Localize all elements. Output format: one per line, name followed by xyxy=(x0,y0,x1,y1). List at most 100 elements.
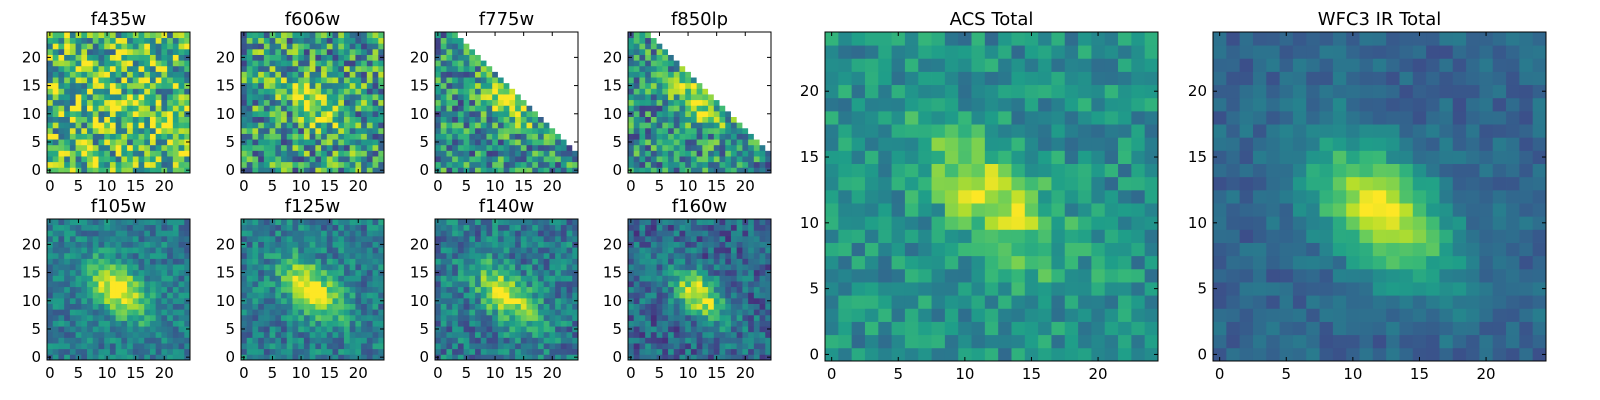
heatmap-cell xyxy=(736,60,743,67)
heatmap-cell xyxy=(532,37,539,44)
heatmap-cell xyxy=(725,139,732,146)
heatmap-cell xyxy=(246,144,253,151)
heatmap-cell xyxy=(662,133,669,140)
heatmap-cell xyxy=(515,297,522,304)
heatmap-cell xyxy=(81,99,88,106)
heatmap-cell xyxy=(121,219,128,226)
heatmap-cell xyxy=(475,275,482,282)
heatmap-cell xyxy=(463,314,470,321)
heatmap-cell xyxy=(378,48,385,55)
heatmap-cell xyxy=(566,230,573,237)
heatmap-cell xyxy=(690,297,698,304)
heatmap-cell xyxy=(315,48,322,55)
heatmap-cell xyxy=(662,43,669,50)
heatmap-cell xyxy=(639,343,646,350)
heatmap-cell xyxy=(713,331,720,338)
heatmap-cell xyxy=(435,224,442,231)
heatmap-cell xyxy=(92,230,99,237)
heatmap-cell xyxy=(286,37,293,44)
heatmap-cell xyxy=(713,303,720,310)
heatmap-cell xyxy=(566,167,573,174)
heatmap-cell xyxy=(144,348,151,355)
heatmap-cell xyxy=(355,133,362,140)
heatmap-cell xyxy=(526,337,533,344)
heatmap-cell xyxy=(690,326,698,333)
heatmap-cell xyxy=(155,110,162,117)
heatmap-cell xyxy=(355,71,362,78)
heatmap-cell xyxy=(366,110,373,117)
heatmap-cell xyxy=(475,292,482,299)
heatmap-cell xyxy=(338,167,345,174)
heatmap-cell xyxy=(241,127,248,134)
heatmap-cell xyxy=(532,43,539,50)
heatmap-cell xyxy=(178,43,185,50)
heatmap-cell xyxy=(509,110,516,117)
heatmap-cell xyxy=(572,309,579,316)
heatmap-cell xyxy=(109,230,117,237)
heatmap-cell xyxy=(69,297,76,304)
heatmap-cell xyxy=(81,354,88,361)
heatmap-cell xyxy=(532,241,539,248)
heatmap-cell xyxy=(497,224,505,231)
heatmap-cell xyxy=(497,331,505,338)
heatmap-cell xyxy=(109,48,117,55)
heatmap-cell xyxy=(263,139,270,146)
heatmap-cell xyxy=(560,94,567,101)
heatmap-cell xyxy=(144,60,151,67)
heatmap-cell xyxy=(560,258,567,265)
heatmap-cell xyxy=(298,150,305,157)
heatmap-cell xyxy=(532,99,539,106)
heatmap-cell xyxy=(515,99,522,106)
heatmap-cell xyxy=(656,133,663,140)
heatmap-cell xyxy=(127,314,134,321)
heatmap-cell xyxy=(332,88,339,95)
heatmap-cell xyxy=(144,292,151,299)
heatmap-cell xyxy=(742,37,749,44)
heatmap-cell xyxy=(673,150,680,157)
heatmap-cell xyxy=(435,235,442,242)
heatmap-cell xyxy=(537,122,545,129)
heatmap-cell xyxy=(172,337,179,344)
heatmap-cell xyxy=(537,133,545,140)
heatmap-cell xyxy=(332,343,339,350)
heatmap-cell xyxy=(161,343,168,350)
heatmap-cell xyxy=(246,150,253,157)
heatmap-cell xyxy=(537,156,545,163)
heatmap-cell xyxy=(115,241,122,248)
heatmap-cell xyxy=(184,122,191,129)
heatmap-cell xyxy=(172,133,179,140)
heatmap-cell xyxy=(708,161,715,168)
heatmap-cell xyxy=(480,133,487,140)
heatmap-cell xyxy=(241,320,248,327)
heatmap-cell xyxy=(121,354,128,361)
heatmap-cell xyxy=(633,269,640,276)
heatmap-cell xyxy=(104,252,111,259)
heatmap-cell xyxy=(457,281,464,288)
heatmap-cell xyxy=(378,303,385,310)
heatmap-cell xyxy=(748,348,755,355)
heatmap-cell xyxy=(650,88,657,95)
heatmap-cell xyxy=(759,65,766,72)
heatmap-cell xyxy=(656,71,663,78)
heatmap-cell xyxy=(650,269,657,276)
heatmap-cell xyxy=(258,54,265,61)
heatmap-cell xyxy=(662,331,669,338)
heatmap-cell xyxy=(555,82,562,89)
heatmap-cell xyxy=(338,247,345,254)
heatmap-cell xyxy=(702,167,709,174)
heatmap-cell xyxy=(480,37,487,44)
heatmap-cell xyxy=(47,60,54,67)
heatmap-cell xyxy=(662,326,669,333)
heatmap-cell xyxy=(184,348,191,355)
heatmap-cell xyxy=(509,354,516,361)
heatmap-cell xyxy=(463,235,470,242)
heatmap-cell xyxy=(440,99,447,106)
heatmap-cell xyxy=(492,264,499,271)
heatmap-cell xyxy=(486,65,493,72)
heatmap-cell xyxy=(475,252,482,259)
heatmap-cell xyxy=(286,297,293,304)
heatmap-cell xyxy=(708,144,715,151)
heatmap-cell xyxy=(509,281,516,288)
heatmap-cell xyxy=(457,161,464,168)
heatmap-cell xyxy=(281,224,288,231)
